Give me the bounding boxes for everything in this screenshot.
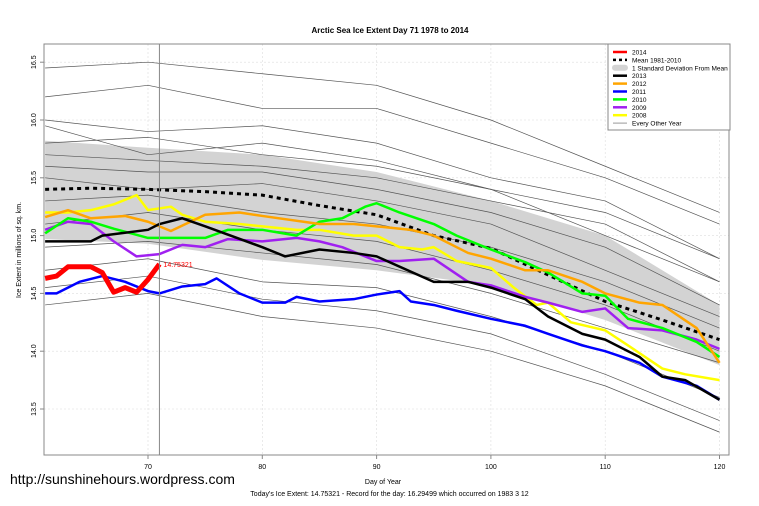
series-line-2012 <box>44 208 721 364</box>
legend-entry: 2008 <box>632 113 647 120</box>
legend-box <box>607 43 731 131</box>
plot-layer: 14.75321 70 80 90 100 110 120 13.5 14.0 14.5 15.0 1… <box>31 43 730 471</box>
watermark-url: http://sunshinehours.wordpress.com <box>10 471 235 487</box>
series-line-mean-1981-2010 <box>45 186 720 342</box>
legend-entry: 2011 <box>632 89 646 96</box>
x-axis-label: Day of Year <box>365 479 402 486</box>
legend-entry: 2013 <box>632 73 647 80</box>
series-line-2013 <box>45 217 721 401</box>
x-tick-label: 120 <box>714 464 726 471</box>
x-tick-label: 90 <box>373 464 381 471</box>
other-year-line <box>45 61 720 213</box>
other-year-line <box>45 194 720 329</box>
y-tick-label: 14.0 <box>31 344 38 358</box>
y-tick-label: 15.0 <box>31 229 38 243</box>
other-year-line <box>45 125 720 260</box>
y-axis-label: Ice Extent in millions of sq. km. <box>16 202 23 298</box>
legend-entry: 1 Standard Deviation From Mean <box>632 65 728 72</box>
series-line-2010 <box>44 201 721 359</box>
legend-entry: Every Other Year <box>632 121 682 128</box>
legend-swatch <box>612 64 628 71</box>
legend-entry: 2009 <box>632 105 647 112</box>
other-year-line <box>45 119 720 260</box>
y-tick-label: 14.5 <box>31 286 38 300</box>
legend-entry: 2010 <box>632 97 647 104</box>
legend-entry: 2014 <box>632 50 647 57</box>
y-tick-label: 13.5 <box>31 402 38 416</box>
y-tick-label: 16.0 <box>31 113 38 127</box>
x-tick-label: 100 <box>485 464 497 471</box>
other-year-line <box>45 165 720 306</box>
other-year-line <box>45 154 720 283</box>
y-tick-label: 16.5 <box>31 55 38 69</box>
footer-note: Today's Ice Extent: 14.75321 - Record fo… <box>250 491 529 498</box>
other-year-line <box>45 212 720 352</box>
x-tick-label: 70 <box>144 464 152 471</box>
other-year-line <box>45 136 720 283</box>
series-line-2011 <box>45 274 721 401</box>
legend-entry: Mean 1981-2010 <box>632 57 682 64</box>
current-value-label: 14.75321 <box>163 262 192 269</box>
x-tick-label: 110 <box>600 464 611 471</box>
x-tick-label: 80 <box>258 464 266 471</box>
other-year-line <box>45 84 720 225</box>
std-deviation-band <box>45 140 720 366</box>
legend-entry: 2012 <box>632 81 647 88</box>
other-year-line <box>45 293 720 433</box>
other-year-line <box>45 241 720 364</box>
chart-title: Arctic Sea Ice Extent Day 71 1978 to 201… <box>312 26 470 35</box>
series-line-2014 <box>44 262 162 295</box>
y-tick-label: 15.5 <box>31 171 38 185</box>
series-line-2008 <box>45 193 720 382</box>
other-year-line <box>45 177 720 317</box>
plot-frame <box>43 43 730 456</box>
